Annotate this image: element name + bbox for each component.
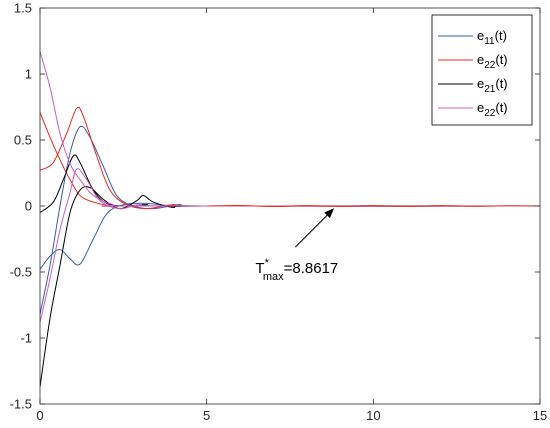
x-tick-label: 5: [203, 408, 210, 423]
series-line-7: [40, 168, 540, 323]
legend-item: e22(t): [438, 52, 508, 71]
y-tick-label: 1.5: [14, 1, 32, 16]
series-line-5: [40, 154, 540, 214]
y-tick-label: -1: [20, 331, 32, 346]
y-tick-label: 0: [25, 199, 32, 214]
tmax-annotation: T* max=8.8617: [255, 208, 338, 283]
legend-box: [431, 14, 533, 126]
axes-layer: 0 5 10 15 -1.5 -1 -0.5 0 0.5 1 1.5: [10, 1, 548, 424]
series-layer: [40, 51, 540, 387]
legend-item: e11(t): [438, 28, 507, 47]
annotation-sub: max: [263, 271, 284, 283]
annotation-sup: *: [265, 257, 270, 269]
annotation-value: =8.8617: [284, 260, 339, 277]
legend-label: e22(t): [477, 52, 508, 71]
series-line-4: [40, 186, 540, 387]
x-tick-label: 15: [533, 408, 547, 423]
y-tick-label: -1.5: [10, 397, 32, 412]
annotation-arrow: [295, 208, 335, 248]
series-line-1: [40, 125, 540, 315]
legend-item: e21(t): [438, 76, 508, 95]
y-tick-label: 1: [25, 67, 32, 82]
annotation-label: T* max=8.8617: [255, 257, 338, 283]
y-tick-label: 0.5: [14, 133, 32, 148]
y-tick-label: -0.5: [10, 265, 32, 280]
legend-label: e11(t): [477, 28, 507, 47]
x-tick-label: 10: [366, 408, 380, 423]
legend-item: e22(t): [438, 100, 508, 119]
annotation-base: T: [255, 260, 264, 277]
legend-label: e22(t): [477, 100, 508, 119]
legend: e11(t) e22(t) e21(t) e22(t): [431, 14, 533, 126]
x-tick-label: 0: [36, 408, 43, 423]
series-line-8: [206, 204, 540, 208]
legend-label: e21(t): [477, 76, 508, 95]
